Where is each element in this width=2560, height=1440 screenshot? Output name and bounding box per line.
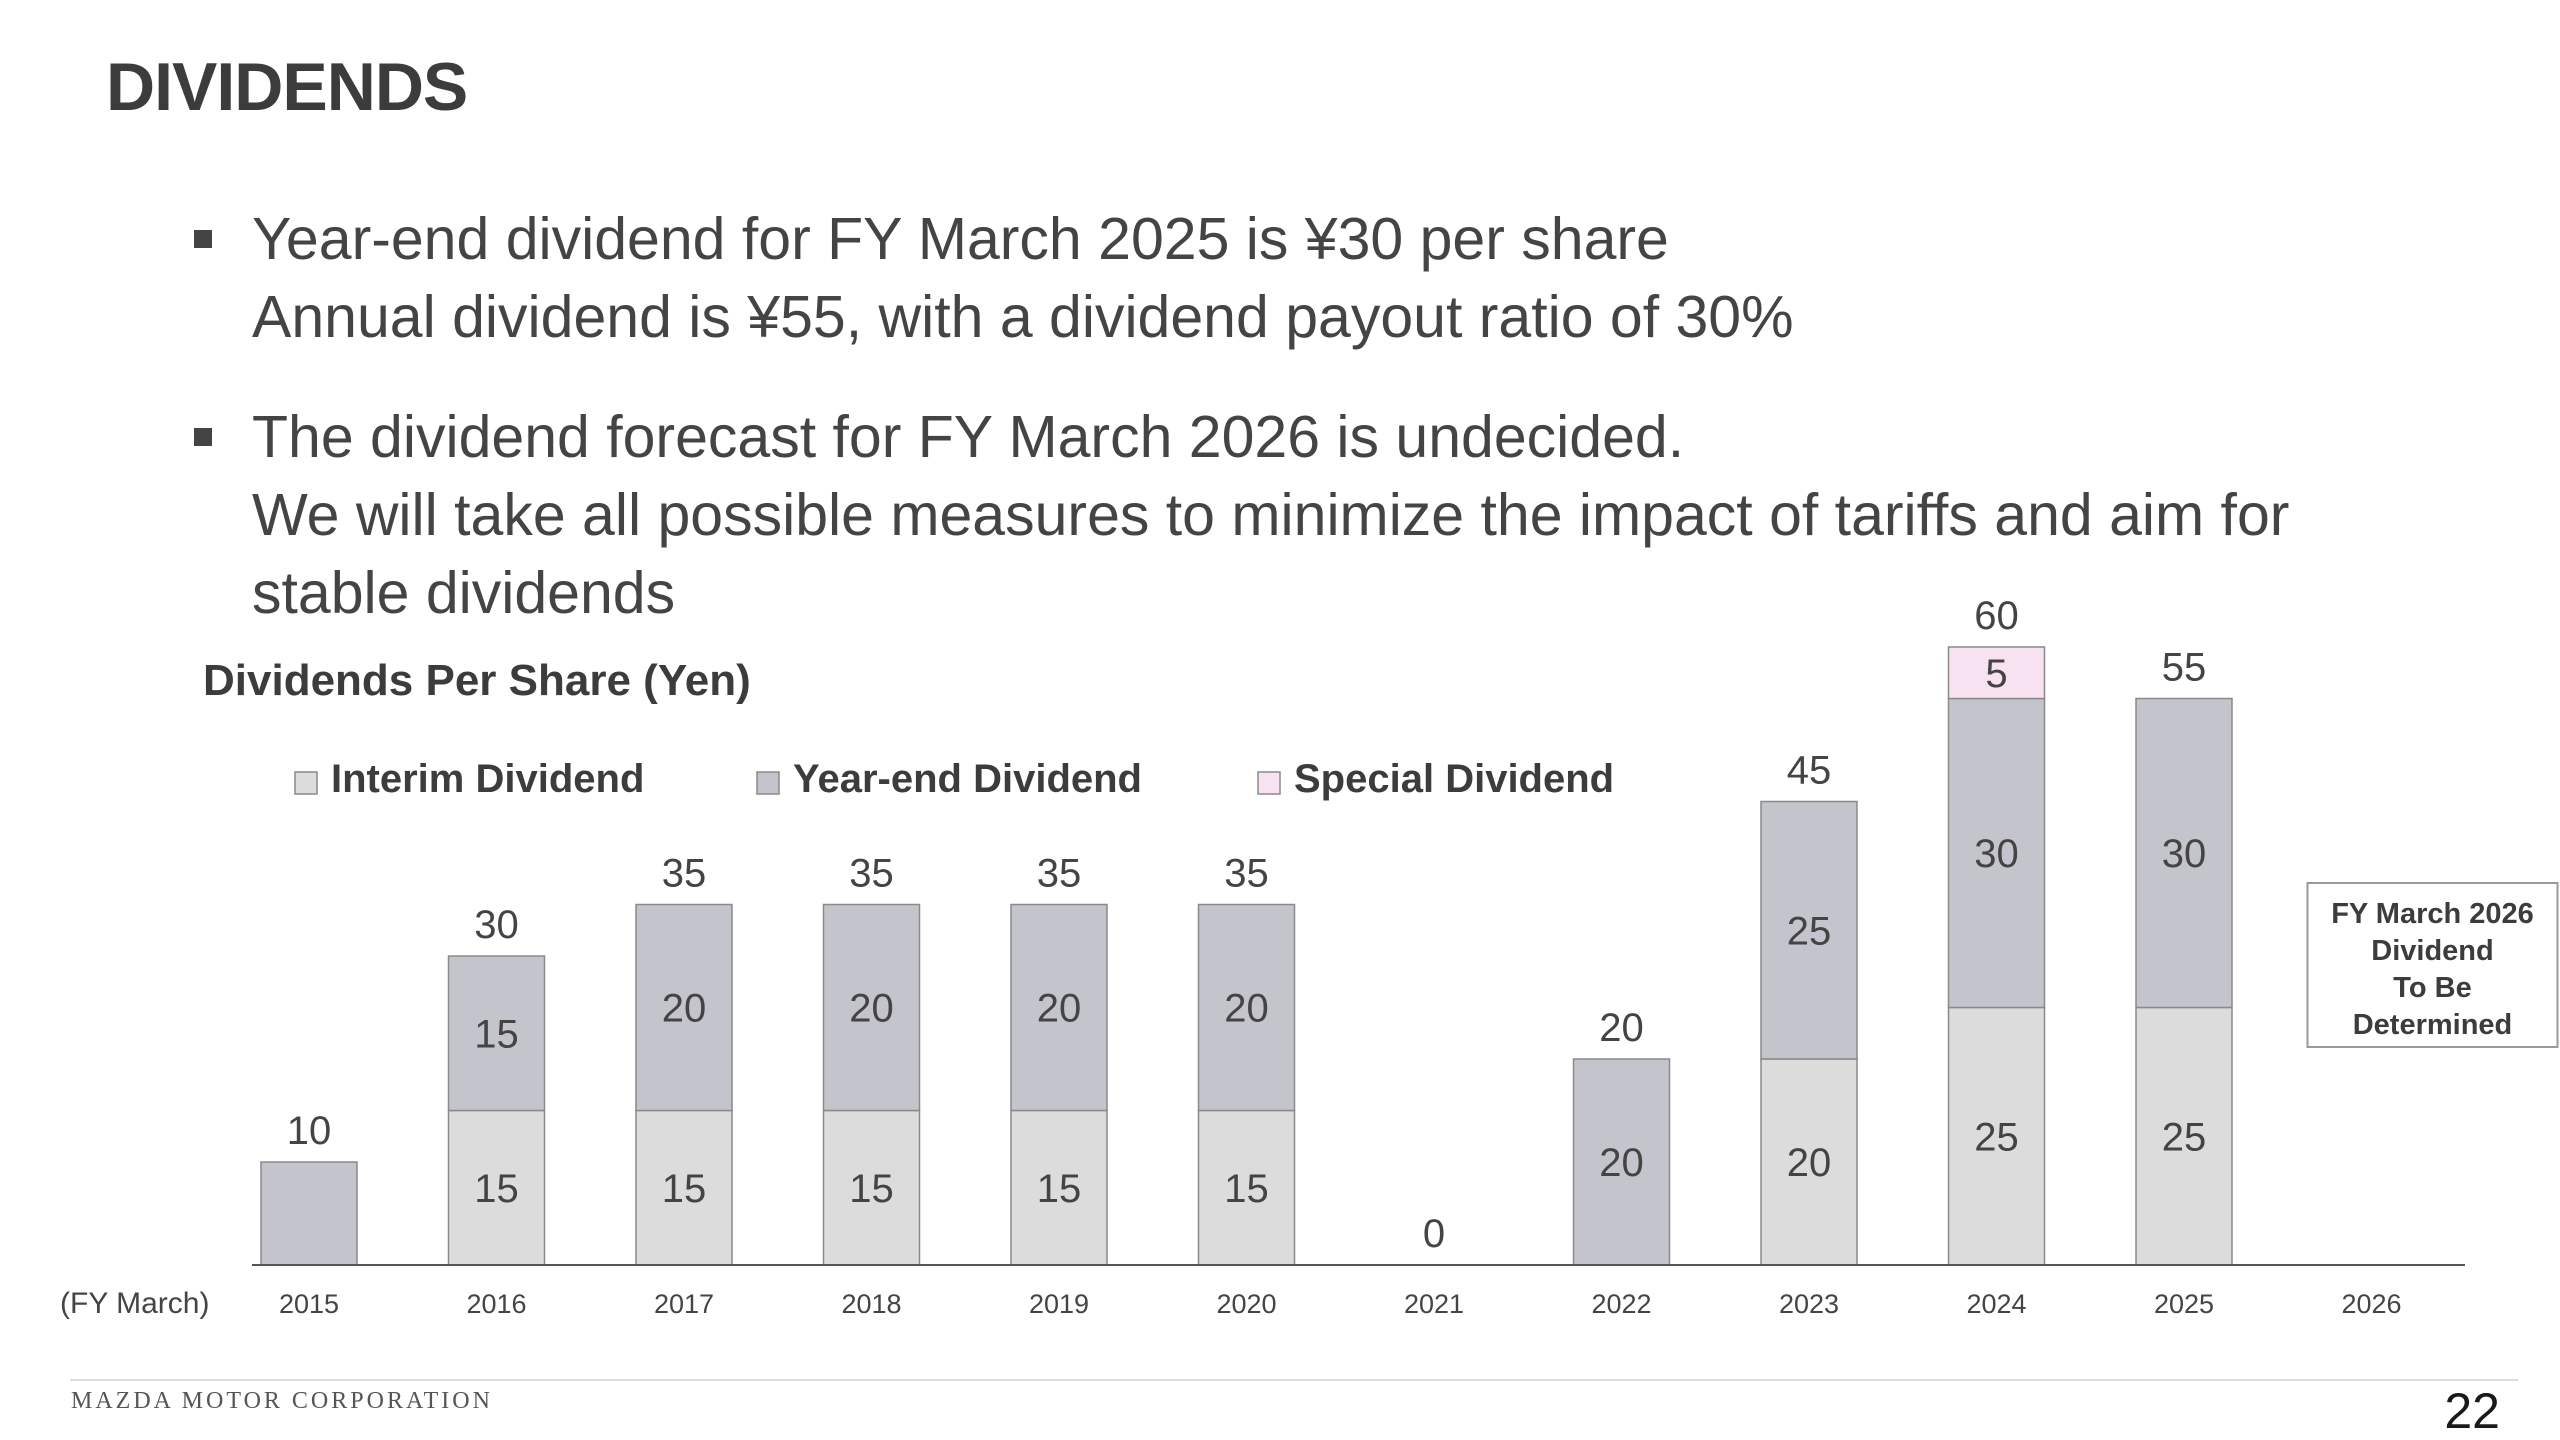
tbd-annotation-line: Determined (2353, 1009, 2513, 1041)
total-value-label: 35 (849, 852, 894, 896)
bar-segment (822, 903, 921, 1112)
legend-swatch (756, 771, 780, 795)
bar-segment (1572, 1058, 1671, 1266)
x-tick-label: 2019 (1029, 1289, 1089, 1319)
total-value-label: 20 (1599, 1006, 1644, 1050)
segment-value-label: 20 (1787, 1141, 1832, 1185)
total-value-label: 55 (2162, 646, 2207, 690)
bar-segment (2135, 1006, 2233, 1266)
bar-segment (635, 903, 733, 1112)
segment-value-label: 30 (2162, 832, 2207, 876)
x-tick-label: 2018 (841, 1289, 901, 1319)
bar-segment (1010, 1109, 1108, 1266)
total-value-label: 45 (1787, 749, 1832, 793)
x-tick-label: 2015 (279, 1289, 339, 1319)
segment-value-label: 20 (1599, 1141, 1644, 1185)
bullet-text-line: The dividend forecast for FY March 2026 … (252, 404, 1685, 470)
segment-value-label: 20 (662, 987, 707, 1031)
chart-title: Dividends Per Share (Yen) (203, 656, 751, 705)
legend-label: Special Dividend (1294, 757, 1614, 801)
segment-value-label: 15 (1224, 1167, 1269, 1211)
tbd-annotation-line: Dividend (2371, 935, 2493, 967)
segment-value-label: 30 (1974, 832, 2019, 876)
square-bullet-icon (194, 230, 212, 248)
bullet-list: Year-end dividend for FY March 2025 is ¥… (190, 200, 2520, 632)
segment-value-label: 15 (1037, 1167, 1082, 1211)
bullet-text-line: We will take all possible measures to mi… (252, 482, 2290, 548)
legend-swatch (1257, 771, 1281, 795)
total-value-label: 60 (1974, 594, 2019, 638)
bar-segment (1760, 800, 1858, 1060)
segment-value-label: 25 (2162, 1115, 2207, 1159)
x-tick-label: 2016 (466, 1289, 526, 1319)
total-value-label: 0 (1423, 1212, 1445, 1256)
tbd-annotation-box (2306, 882, 2559, 1048)
bullet-text-line: Year-end dividend for FY March 2025 is ¥… (252, 206, 1669, 272)
total-value-label: 35 (1037, 852, 1082, 896)
slide-title: DIVIDENDS (106, 49, 468, 125)
bar-segment (447, 1109, 546, 1266)
legend-label: Year-end Dividend (793, 757, 1142, 801)
total-value-label: 35 (1224, 852, 1269, 896)
bar-segment (447, 955, 546, 1112)
bar-segment (1947, 1006, 2046, 1266)
bullet-item: The dividend forecast for FY March 2026 … (190, 398, 2520, 632)
segment-value-label: 15 (662, 1167, 707, 1211)
page-number: 22 (2444, 1383, 2500, 1439)
segment-value-label: 15 (474, 1167, 519, 1211)
tbd-annotation-line: FY March 2026 (2331, 898, 2534, 930)
bar-segment (260, 1161, 358, 1266)
total-value-label: 30 (474, 903, 519, 947)
segment-value-label: 20 (1224, 987, 1269, 1031)
bar-segment (1010, 903, 1108, 1112)
segment-value-label: 5 (1985, 652, 2007, 696)
tbd-annotation-line: To Be (2393, 972, 2471, 1004)
x-tick-label: 2021 (1404, 1289, 1464, 1319)
legend-swatch (294, 771, 318, 795)
segment-value-label: 15 (849, 1167, 894, 1211)
legend-label: Interim Dividend (331, 757, 644, 801)
bar-segment (1197, 1109, 1296, 1266)
bar-segment (1947, 646, 2046, 700)
x-axis-label: (FY March) (60, 1287, 209, 1320)
bullet-text-line: Annual dividend is ¥55, with a dividend … (252, 284, 1794, 350)
square-bullet-icon (194, 428, 212, 446)
x-tick-label: 2020 (1216, 1289, 1276, 1319)
segment-value-label: 15 (474, 1012, 519, 1056)
segment-value-label: 20 (849, 987, 894, 1031)
x-tick-label: 2022 (1591, 1289, 1651, 1319)
x-tick-label: 2025 (2154, 1289, 2214, 1319)
x-tick-label: 2017 (654, 1289, 714, 1319)
total-value-label: 10 (287, 1109, 332, 1153)
footer-divider (70, 1379, 2518, 1381)
bullet-text-line: stable dividends (252, 560, 676, 626)
x-tick-label: 2026 (2341, 1289, 2401, 1319)
segment-value-label: 25 (1974, 1115, 2019, 1159)
bar-segment (1947, 697, 2046, 1009)
segment-value-label: 20 (1037, 987, 1082, 1031)
bar-segment (1197, 903, 1296, 1112)
x-tick-label: 2024 (1966, 1289, 2026, 1319)
bullet-item: Year-end dividend for FY March 2025 is ¥… (190, 200, 2520, 356)
segment-value-label: 25 (1787, 909, 1832, 953)
bar-segment (2135, 697, 2233, 1009)
bar-segment (1760, 1058, 1858, 1266)
total-value-label: 35 (662, 852, 707, 896)
bar-segment (635, 1109, 733, 1266)
x-tick-label: 2023 (1779, 1289, 1839, 1319)
footer-company-name: MAZDA MOTOR CORPORATION (71, 1388, 493, 1414)
